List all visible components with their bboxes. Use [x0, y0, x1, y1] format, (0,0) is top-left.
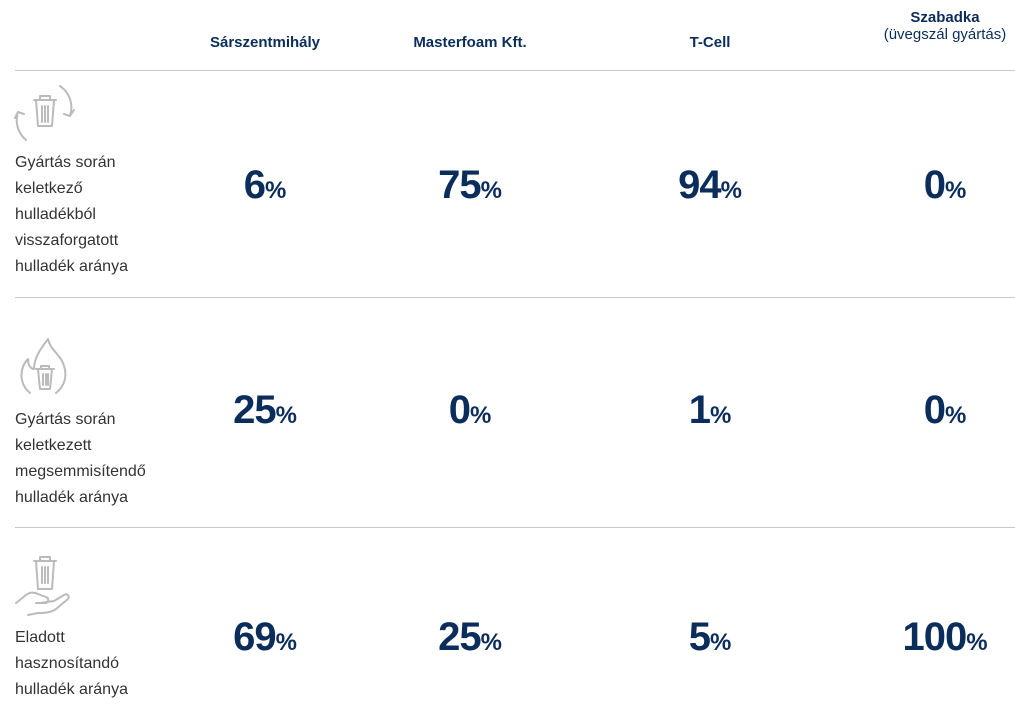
row-label-line: hulladékból [15, 206, 96, 223]
percent-value: 25% [165, 388, 365, 433]
value-number: 94 [678, 163, 721, 207]
value-number: 75 [438, 163, 481, 207]
row-label-line: megsemmisítendő [15, 463, 146, 480]
percent-value: 75% [370, 163, 570, 208]
row-label: Gyártás során keletkező hulladékból visszaf… [15, 150, 128, 280]
value-number: 6 [243, 163, 266, 207]
value-unit: % [275, 629, 297, 656]
value-unit: % [480, 177, 502, 204]
row-label-line: Gyártás során [15, 411, 116, 428]
row-label-line: hasznosítandó [15, 655, 120, 672]
burn-bin-icon [20, 338, 67, 394]
value-unit: % [264, 177, 287, 204]
value-unit: % [966, 629, 988, 656]
value-number: 0 [923, 388, 946, 432]
value-unit: % [720, 177, 742, 204]
column-header: Szabadka (üvegszál gyártás) [835, 9, 1015, 43]
value-unit: % [709, 402, 732, 429]
value-number: 5 [688, 615, 711, 659]
header-rule [15, 70, 1015, 71]
value-unit: % [944, 177, 967, 204]
row-label-line: Gyártás során [15, 154, 116, 171]
value-unit: % [944, 402, 967, 429]
row-label-line: keletkező [15, 180, 83, 197]
row-rule [15, 527, 1015, 528]
recycle-bin-icon [14, 85, 75, 141]
value-number: 0 [923, 163, 946, 207]
row-label: Eladott hasznosítandó hulladék aránya [15, 625, 128, 703]
row-label: Gyártás során keletkezett megsemmisítendő h… [15, 407, 146, 511]
percent-value: 94% [610, 163, 810, 208]
row-label-line: hulladék aránya [15, 258, 128, 275]
value-unit: % [275, 402, 297, 429]
percent-value: 6% [165, 163, 365, 208]
column-title: Szabadka [910, 9, 980, 26]
row-label-line: keletkezett [15, 437, 92, 454]
value-number: 25 [233, 388, 276, 432]
row-label-line: hulladék aránya [15, 681, 128, 698]
column-header: Masterfoam Kft. [360, 34, 580, 51]
value-unit: % [469, 402, 492, 429]
value-number: 25 [438, 615, 481, 659]
percent-value: 1% [610, 388, 810, 433]
column-title: Sárszentmihály [209, 34, 321, 51]
value-number: 69 [233, 615, 276, 659]
hand-bin-icon [15, 556, 70, 616]
value-number: 1 [688, 388, 711, 432]
row-label-line: visszaforgatott [15, 232, 119, 249]
percent-value: 0% [845, 388, 1015, 433]
row-label-line: Eladott [15, 629, 65, 646]
column-subtitle: (üvegszál gyártás) [883, 26, 1007, 43]
value-unit: % [480, 629, 502, 656]
percent-value: 25% [370, 615, 570, 660]
column-title: T-Cell [689, 34, 731, 51]
row-rule [15, 297, 1015, 298]
percent-value: 100% [845, 615, 1015, 660]
percent-value: 69% [165, 615, 365, 660]
value-number: 0 [448, 388, 471, 432]
column-header: T-Cell [600, 34, 820, 51]
column-title: Masterfoam Kft. [413, 34, 527, 51]
column-header: Sárszentmihály [155, 34, 375, 51]
value-unit: % [709, 629, 732, 656]
percent-value: 5% [610, 615, 810, 660]
row-label-line: hulladék aránya [15, 489, 128, 506]
value-number: 100 [902, 615, 967, 659]
percent-value: 0% [370, 388, 570, 433]
percent-value: 0% [845, 163, 1015, 208]
